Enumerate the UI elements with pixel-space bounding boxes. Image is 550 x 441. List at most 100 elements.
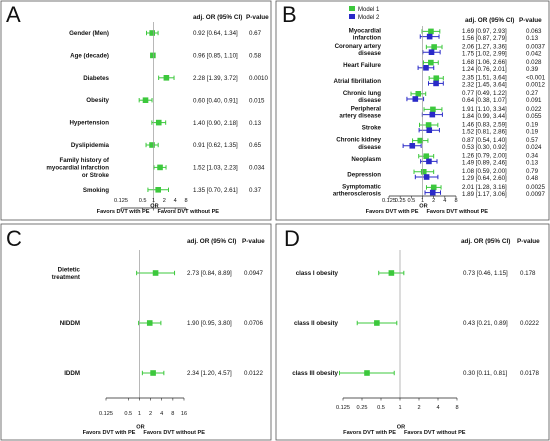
panel-d-row-label: class I obesity	[296, 270, 339, 277]
panel-a-row: Diabetes 2.28 [1.39, 3.72] 0.0010	[83, 75, 268, 82]
panel-d-row-label: class III obesity	[292, 370, 338, 377]
panel-b-model-2-p-value: 0.13	[526, 160, 539, 167]
panel-c-row-label: Dietetic	[58, 266, 81, 273]
panel-b-model-1-ci-text: 2.35 [1.51, 3.64]	[462, 75, 507, 82]
panel-b-model-2-ci-text: 1.52 [0.81, 2.86]	[462, 128, 507, 135]
panel-a-tick-label: 1	[152, 198, 155, 204]
panel-c-ci-text: 2.73 [0.84, 8.89]	[187, 270, 232, 277]
panel-d-p-value: 0.178	[520, 270, 536, 277]
panel-b-model-1-p-value: 0.79	[526, 168, 539, 175]
panel-c-ci-text: 1.90 [0.95, 3.80]	[187, 320, 232, 327]
panel-a-ci-text: 0.96 [0.85, 1.10]	[193, 53, 238, 60]
panel-a-frame	[0, 0, 272, 221]
panel-b-model-1-point	[417, 137, 424, 144]
panel-d-frame	[275, 223, 550, 441]
panel-b-row-label: Symptomatic	[342, 183, 381, 190]
panel-b-header-or: adj. OR (95% CI)	[465, 17, 514, 24]
panel-a-ci-text: 2.28 [1.39, 3.72]	[193, 75, 238, 82]
panel-d-ci-text: 0.30 [0.11, 0.81]	[463, 370, 508, 377]
panel-d-axis-label: OR	[397, 425, 405, 431]
panel-a-tick-label: 4	[174, 198, 177, 204]
panel-b-model-1-point	[420, 169, 427, 175]
panel-b-row: Heart Failure 1.68 [1.06, 2.66]1.24 [0.76…	[343, 59, 542, 73]
panel-d-row: class I obesity 0.73 [0.46, 1.15] 0.178	[296, 270, 536, 277]
panel-a-estimate-point	[163, 75, 170, 81]
panel-d-p-value: 0.0222	[520, 320, 539, 327]
panel-c-p-value: 0.0122	[244, 370, 263, 377]
panel-b-model-2-point	[429, 189, 436, 196]
panel-b-model-2-point	[433, 80, 439, 87]
panel-a-row-label: Obesity	[86, 97, 109, 104]
panel-d-tick-label: 2	[417, 405, 420, 411]
panel-d-estimate-point	[364, 370, 370, 376]
panel-d-row: class II obesity 0.43 [0.21, 0.89] 0.0222	[294, 320, 540, 327]
panel-b-model-1-p-value: <0.001	[526, 75, 546, 82]
panel-c-p-value: 0.0706	[244, 320, 263, 327]
panel-a-p-value: 0.015	[249, 97, 265, 104]
panel-c-tick-label: 0.125	[99, 411, 113, 417]
panel-b-legend: Model 1 Model 2	[349, 6, 380, 21]
panel-c-row: NIDDM 1.90 [0.95, 3.80] 0.0706	[60, 320, 264, 327]
panel-a-p-value: 0.0010	[249, 75, 268, 82]
panel-d-ci-text: 0.73 [0.46, 1.15]	[463, 270, 508, 277]
panel-b-row-label: Depression	[347, 171, 381, 178]
panel-b-model-1-ci-text: 1.69 [0.97, 2.93]	[462, 28, 507, 35]
panel-d-tick-label: 0.25	[357, 405, 368, 411]
panel-a-tick-label: 0.125	[114, 198, 128, 204]
panel-c-row-label: NIDDM	[60, 320, 80, 327]
panel-a: A adj. OR (95% CI) P-value Gender (Men) 0…	[0, 0, 272, 221]
panel-d-tick-label: 8	[455, 405, 458, 411]
panel-b-row-label: artery disease	[339, 113, 381, 120]
legend-swatch-model-2	[349, 14, 355, 19]
panel-a-row-label: Dyslipidemia	[71, 142, 110, 149]
panel-d-estimate-point	[388, 270, 395, 276]
panel-b-model-2-point	[423, 174, 430, 180]
panel-b-model-2-p-value: 0.13	[526, 35, 539, 42]
panel-b-row-label: disease	[358, 144, 381, 151]
panel-c-estimate-point	[150, 370, 156, 376]
panel-c-tick-label: 16	[181, 411, 187, 417]
panel-a-estimate-point	[142, 97, 149, 103]
panel-a-tick-label: 2	[163, 198, 166, 204]
panel-d-tick-label: 0.5	[377, 405, 385, 411]
panel-b-model-1-p-value: 0.57	[526, 137, 539, 144]
panel-a-favors-left: Favors DVT with PE	[97, 209, 150, 215]
panel-b-tick-label: 0.125	[382, 198, 396, 204]
panel-a-estimate-point	[155, 187, 161, 193]
panel-b-row: Atrial fibrillation 2.35 [1.51, 3.64]2.32…	[334, 75, 546, 89]
panel-a-row: Hypertension 1.40 [0.90, 2.18] 0.13	[69, 120, 261, 127]
panel-a-estimate-point	[149, 142, 155, 148]
panel-b-model-1-p-value: 0.19	[526, 121, 539, 128]
panel-b-model-1-point	[433, 75, 440, 81]
panel-d-row-label: class II obesity	[294, 320, 339, 327]
panel-b-model-1-p-value: 0.34	[526, 153, 539, 160]
panel-b-row-label: Coronary artery	[335, 43, 382, 50]
panel-b-row: Neoplasm 1.26 [0.79, 2.00]1.49 [0.89, 2.4…	[351, 153, 538, 167]
panel-a-p-value: 0.13	[249, 120, 262, 127]
panel-b-model-2-p-value: 0.48	[526, 175, 539, 182]
panel-b-row: Depression 1.08 [0.59, 2.00]1.29 [0.64, 2…	[347, 168, 538, 182]
panel-b-model-1-ci-text: 1.08 [0.59, 2.00]	[462, 168, 507, 175]
panel-a-header-or: adj. OR (95% CI)	[193, 14, 242, 21]
panel-c-favors-right: Favors DVT without PE	[143, 430, 205, 436]
panel-a-row-label: or Stroke	[82, 172, 110, 179]
panel-a-estimate-point	[157, 164, 163, 171]
panel-d-favors-right: Favors DVT without PE	[404, 430, 466, 436]
panel-c-row-label: treatment	[52, 274, 80, 281]
panel-b-row-label: disease	[358, 97, 381, 104]
panel-a-axis-label: OR	[150, 204, 158, 210]
panel-c-estimate-point	[152, 270, 159, 276]
panel-b-model-1-p-value: 0.063	[526, 28, 542, 35]
panel-b-model-2-p-value: 0.055	[526, 113, 542, 120]
panel-b-model-1-p-value: 0.0037	[526, 43, 545, 50]
panel-a-row-label: myocardial infarction	[46, 164, 109, 171]
panel-b-model-1-ci-text: 1.46 [0.83, 2.59]	[462, 121, 507, 128]
panel-b-row-label: Stroke	[362, 125, 382, 132]
panel-b-model-1-p-value: 0.0025	[526, 184, 545, 191]
panel-d-header-p: P-value	[517, 238, 540, 245]
